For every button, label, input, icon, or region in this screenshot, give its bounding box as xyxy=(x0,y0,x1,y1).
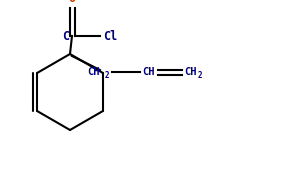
Text: 2: 2 xyxy=(105,70,109,79)
Text: O: O xyxy=(68,0,75,5)
Text: CH: CH xyxy=(88,67,100,77)
Text: Cl: Cl xyxy=(103,30,117,44)
Text: C: C xyxy=(62,30,70,44)
Text: 2: 2 xyxy=(198,70,202,79)
Text: CH: CH xyxy=(142,67,155,77)
Text: CH: CH xyxy=(184,67,197,77)
